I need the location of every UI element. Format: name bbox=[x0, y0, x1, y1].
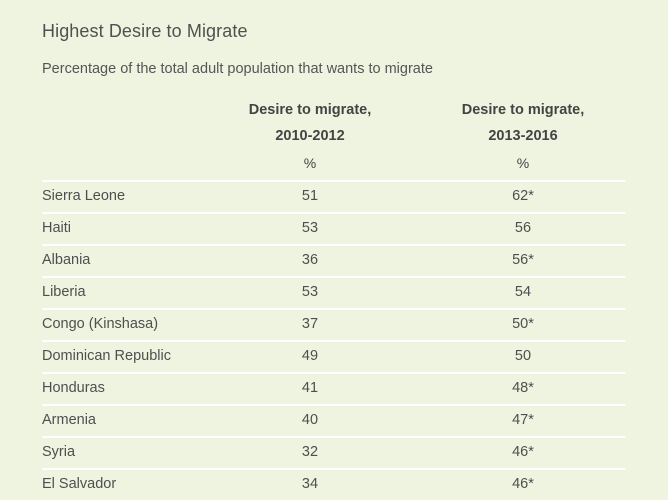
unit-label-2010-2012: % bbox=[303, 155, 317, 171]
value-cell-2010-2012: 53 bbox=[301, 220, 319, 236]
column-header-line: Desire to migrate, bbox=[461, 102, 585, 118]
value-cell-2013-2016: 62* bbox=[512, 188, 534, 204]
value-cell-2013-2016: 56 bbox=[514, 220, 532, 236]
page-title: Highest Desire to Migrate bbox=[42, 21, 248, 41]
value-cell-2010-2012: 49 bbox=[301, 348, 319, 364]
value-cell-2013-2016: 50 bbox=[514, 348, 532, 364]
value-cell-2013-2016: 46* bbox=[512, 444, 534, 460]
column-header-line: 2010-2012 bbox=[275, 128, 345, 144]
column-header-line: Desire to migrate, bbox=[248, 102, 372, 118]
value-cell-2010-2012: 53 bbox=[301, 284, 319, 300]
value-cell-2013-2016: 47* bbox=[512, 412, 534, 428]
value-cell-2010-2012: 36 bbox=[301, 252, 319, 268]
page-subtitle: Percentage of the total adult population… bbox=[42, 61, 433, 77]
country-cell: Liberia bbox=[42, 284, 86, 300]
column-header-2010-2012: Desire to migrate, 2010-2012 bbox=[210, 97, 410, 149]
value-cell-2010-2012: 41 bbox=[301, 380, 319, 396]
value-cell-2013-2016: 50* bbox=[512, 316, 534, 332]
country-cell: El Salvador bbox=[42, 476, 117, 492]
table-row: El Salvador 34 46* bbox=[42, 468, 625, 500]
country-cell: Albania bbox=[42, 252, 91, 268]
country-cell: Dominican Republic bbox=[42, 348, 171, 364]
data-table: Sierra Leone 51 62* Haiti 53 56 Albania 36 56* Li… bbox=[42, 180, 625, 500]
table-row: Congo (Kinshasa) 37 50* bbox=[42, 308, 625, 340]
table-row: Syria 32 46* bbox=[42, 436, 625, 468]
value-cell-2013-2016: 48* bbox=[512, 380, 534, 396]
table-row: Sierra Leone 51 62* bbox=[42, 180, 625, 212]
column-header-2013-2016: Desire to migrate, 2013-2016 bbox=[423, 97, 623, 149]
column-header-line: 2013-2016 bbox=[488, 128, 558, 144]
table-row: Dominican Republic 49 50 bbox=[42, 340, 625, 372]
country-cell: Honduras bbox=[42, 380, 105, 396]
country-cell: Congo (Kinshasa) bbox=[42, 316, 159, 332]
table-row: Armenia 40 47* bbox=[42, 404, 625, 436]
table-row: Albania 36 56* bbox=[42, 244, 625, 276]
value-cell-2010-2012: 37 bbox=[301, 316, 319, 332]
value-cell-2010-2012: 40 bbox=[301, 412, 319, 428]
value-cell-2010-2012: 51 bbox=[301, 188, 319, 204]
table-row: Haiti 53 56 bbox=[42, 212, 625, 244]
country-cell: Armenia bbox=[42, 412, 96, 428]
unit-label-2013-2016: % bbox=[516, 155, 530, 171]
country-cell: Haiti bbox=[42, 220, 72, 236]
value-cell-2013-2016: 46* bbox=[512, 476, 534, 492]
value-cell-2013-2016: 54 bbox=[514, 284, 532, 300]
value-cell-2013-2016: 56* bbox=[512, 252, 534, 268]
value-cell-2010-2012: 32 bbox=[301, 444, 319, 460]
table-row: Liberia 53 54 bbox=[42, 276, 625, 308]
country-cell: Syria bbox=[42, 444, 76, 460]
country-cell: Sierra Leone bbox=[42, 188, 126, 204]
value-cell-2010-2012: 34 bbox=[301, 476, 319, 492]
table-row: Honduras 41 48* bbox=[42, 372, 625, 404]
